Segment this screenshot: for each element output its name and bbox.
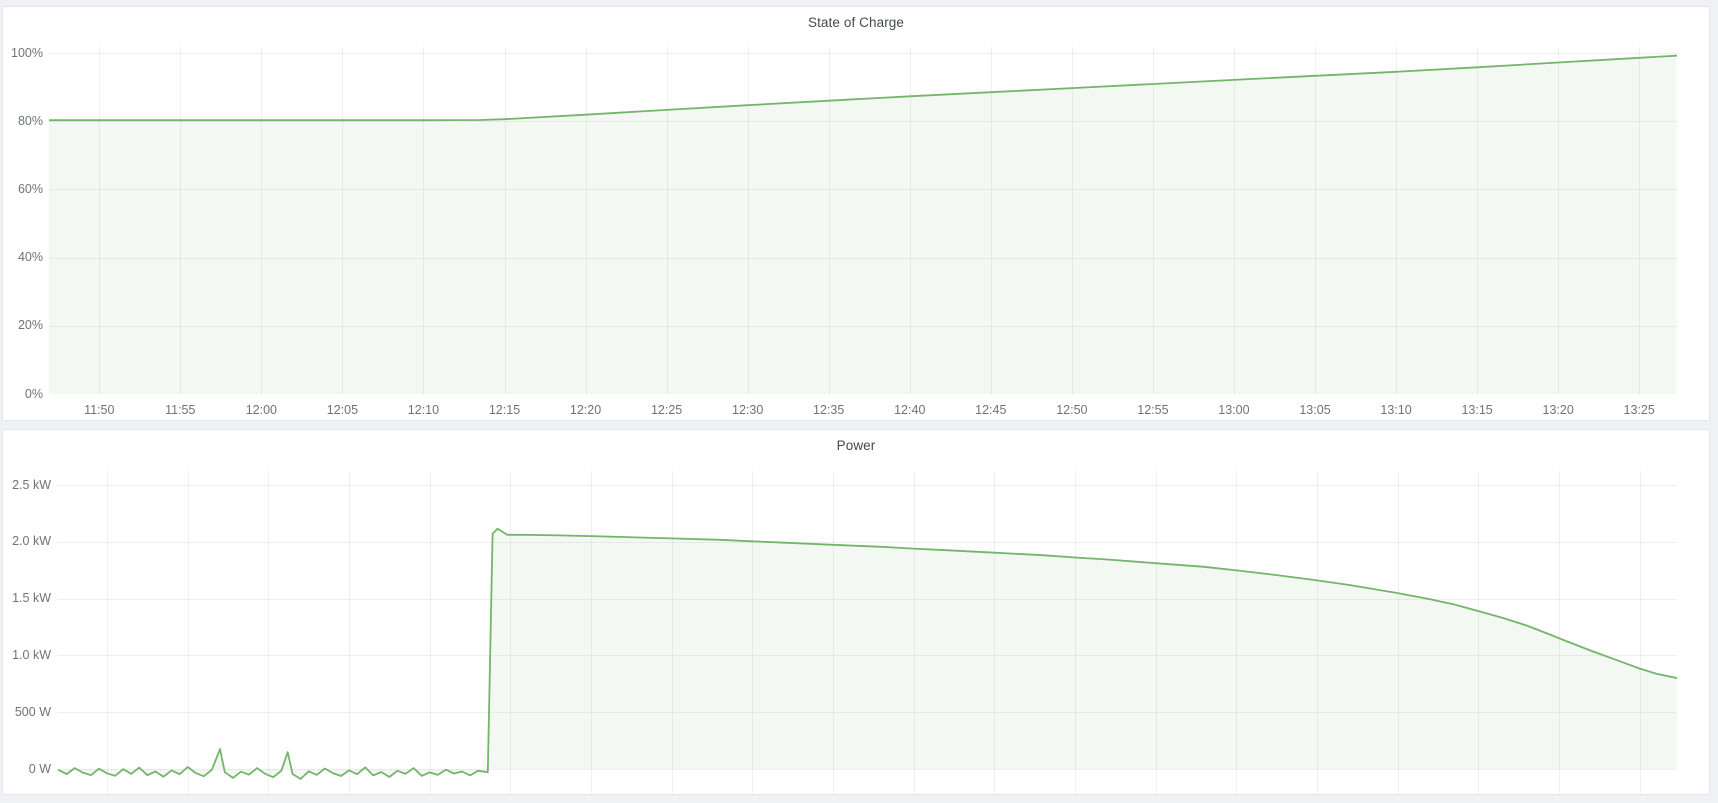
y-tick-label: 500 W: [14, 704, 51, 719]
x-tick-label: 11:55: [165, 403, 196, 417]
x-tick-label: 12:20: [569, 403, 602, 417]
series-area-fill: [49, 55, 1677, 394]
y-tick-label: 80%: [17, 113, 43, 128]
x-tick-label: 13:00: [1218, 403, 1250, 417]
x-tick-label: 12:50: [1056, 403, 1088, 417]
x-tick-label: 12:45: [975, 403, 1007, 417]
x-tick-label: 12:15: [488, 403, 521, 417]
y-tick-label: 100%: [11, 45, 43, 60]
x-tick-label: 12:00: [245, 403, 277, 417]
power-chart-plot[interactable]: [57, 471, 1677, 795]
y-tick-label: 60%: [17, 181, 43, 196]
series-area-fill: [58, 528, 1677, 779]
x-tick-label: 12:10: [407, 403, 440, 417]
x-tick-label: 12:55: [1137, 403, 1169, 417]
y-tick-label: 40%: [17, 250, 43, 265]
x-tick-label: 12:05: [326, 403, 359, 417]
soc-chart-plot[interactable]: [49, 47, 1677, 394]
y-tick-label: 2.0 kW: [12, 534, 51, 549]
series-line: [49, 54, 1677, 122]
y-tick-label: 1.5 kW: [12, 591, 51, 606]
y-tick-label: 0 W: [28, 761, 51, 776]
x-tick-label: 12:35: [813, 403, 845, 417]
x-tick-label: 12:30: [732, 403, 764, 417]
y-tick-label: 20%: [17, 318, 43, 333]
series-line: [57, 527, 1677, 780]
x-tick-label: 13:15: [1461, 403, 1493, 417]
y-tick-label: 1.0 kW: [12, 647, 51, 662]
panel-state-of-charge: State of Charge 100% 80% 60% 40% 20% 0% 11:50…: [2, 6, 1710, 421]
x-tick-label: 13:10: [1380, 403, 1412, 417]
x-tick-label: 13:25: [1623, 403, 1655, 417]
panel-title-state-of-charge[interactable]: State of Charge: [807, 15, 905, 30]
y-tick-label: 0%: [24, 386, 43, 401]
panel-title-power[interactable]: Power: [836, 438, 876, 453]
x-tick-label: 13:05: [1299, 403, 1331, 417]
x-tick-label: 11:50: [84, 403, 115, 417]
panel-power: Power 2.5 kW 2.0 kW 1.5 kW 1.0 kW 500 W 0 W: [2, 429, 1710, 795]
x-tick-label: 12:40: [894, 403, 926, 417]
x-tick-label: 12:25: [650, 403, 683, 417]
y-tick-label: 2.5 kW: [12, 477, 51, 492]
grid-lines: [49, 47, 1677, 394]
x-tick-label: 13:20: [1542, 403, 1574, 417]
